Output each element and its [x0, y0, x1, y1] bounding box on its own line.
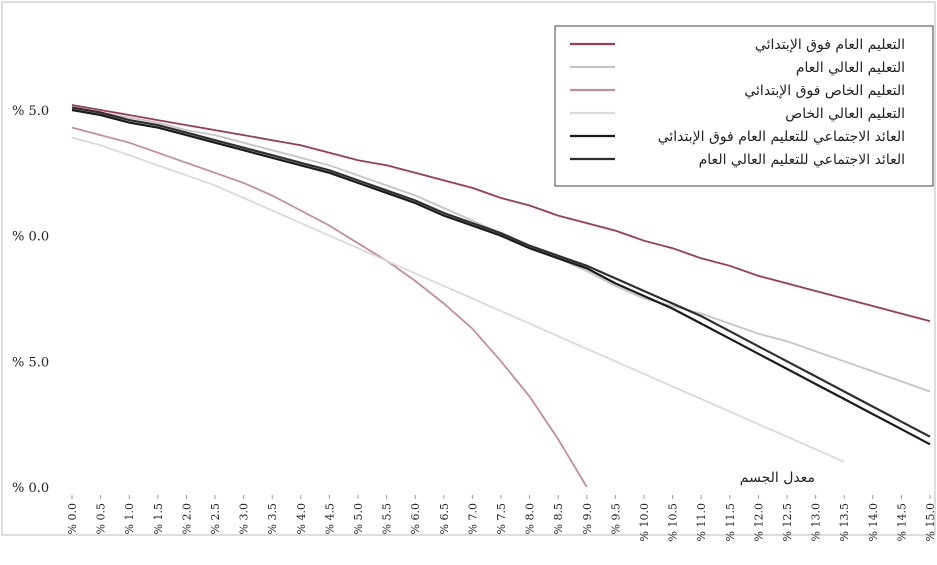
x-tick-label: % 12.5 [781, 503, 794, 541]
x-tick-label: % 5.0 [352, 503, 365, 534]
x-tick-label: % 4.5 [323, 503, 336, 534]
legend-label: العائد الاجتماعي للتعليم العالي العام [699, 152, 905, 168]
x-tick-label: % 3.0 [238, 503, 251, 534]
x-tick-label: % 1.5 [152, 503, 165, 534]
x-tick-label: % 10.5 [667, 503, 680, 541]
legend-label: التعليم العالي الخاص [785, 106, 905, 122]
series-line [71, 126, 588, 488]
x-tick-label: % 4.0 [295, 503, 308, 534]
y-tick-label: % 0.0 [12, 230, 49, 245]
x-tick-label: % 15.0 [924, 503, 937, 541]
legend-box [554, 25, 934, 187]
x-tick-label: % 7.0 [466, 503, 479, 534]
x-tick-label: % 8.0 [524, 503, 537, 534]
x-tick-label: % 2.0 [180, 503, 193, 534]
x-tick-label: % 11.0 [695, 503, 708, 541]
legend-label: التعليم الخاص فوق الإبتدائي [744, 83, 905, 99]
x-tick-label: % 13.0 [810, 503, 823, 541]
x-tick-label: % 10.0 [638, 503, 651, 541]
series-line [71, 108, 931, 446]
legend-label: التعليم العالي العام [796, 60, 905, 76]
x-tick-label: % 3.5 [266, 503, 279, 534]
series-line [71, 106, 931, 438]
x-tick-label: % 6.0 [409, 503, 422, 534]
x-tick-label: % 11.5 [724, 503, 737, 541]
x-tick-label: % 9.5 [609, 503, 622, 534]
legend-label: العائد الاجتماعي للتعليم العام فوق الإبت… [658, 129, 905, 145]
x-tick-label: % 1.0 [123, 503, 136, 534]
x-tick-label: % 6.5 [438, 503, 451, 534]
x-tick-label: % 0.5 [95, 503, 108, 534]
x-tick-label: % 7.5 [495, 503, 508, 534]
x-tick-label: % 14.5 [895, 503, 908, 541]
x-tick-label: % 13.5 [838, 503, 851, 541]
legend-label: التعليم العام فوق الإبتدائي [755, 37, 905, 53]
x-tick-label: % 12.0 [752, 503, 765, 541]
y-tick-label: % 0.0 [12, 481, 49, 496]
x-tick-label: % 2.5 [209, 503, 222, 534]
x-tick-label: % 14.0 [867, 503, 880, 541]
x-tick-label: % 8.5 [552, 503, 565, 534]
x-tick-label: % 5.5 [381, 503, 394, 534]
y-tick-label: % 5.0 [12, 104, 49, 119]
annotation: معدل الجسم [740, 470, 815, 486]
series-line [71, 136, 845, 463]
x-tick-label: % 9.0 [581, 503, 594, 534]
y-tick-label: % 5.0 [12, 355, 49, 370]
series-line [71, 104, 931, 322]
x-tick-label: % 0.0 [66, 503, 79, 534]
